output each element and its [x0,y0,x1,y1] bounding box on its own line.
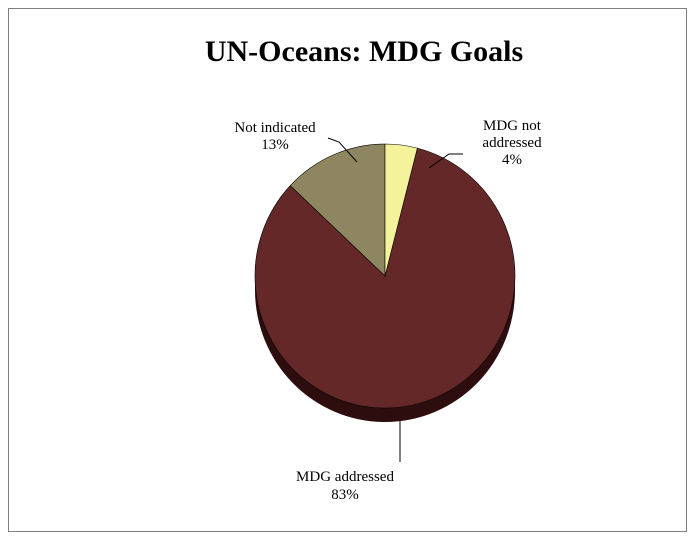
data-label-mdg-not-addressed-line1: MDG not [483,118,542,134]
data-label-not-indicated-percent: 13% [261,137,289,153]
data-label-not-indicated: Not indicated [234,120,316,136]
leader-line-mdg-not-addressed [428,153,463,169]
pie-slice-mdg-not-addressed [384,143,418,277]
data-label-mdg-not-addressed-percent: 4% [502,152,522,168]
data-label-mdg-addressed: MDG addressed [296,469,394,485]
chart-frame: UN-Oceans: MDG Goals Not indicated 13% M… [8,8,687,532]
pie-slice-not-indicated [289,143,386,277]
pie-slice-mdg-addressed [254,147,516,409]
leader-line-not-indicated [327,137,358,163]
data-label-mdg-not-addressed-line2: addressed [482,135,542,151]
data-label-mdg-addressed-percent: 83% [331,487,359,503]
chart-title: UN-Oceans: MDG Goals [205,35,523,68]
pie-chart: UN-Oceans: MDG Goals Not indicated 13% M… [205,35,542,503]
